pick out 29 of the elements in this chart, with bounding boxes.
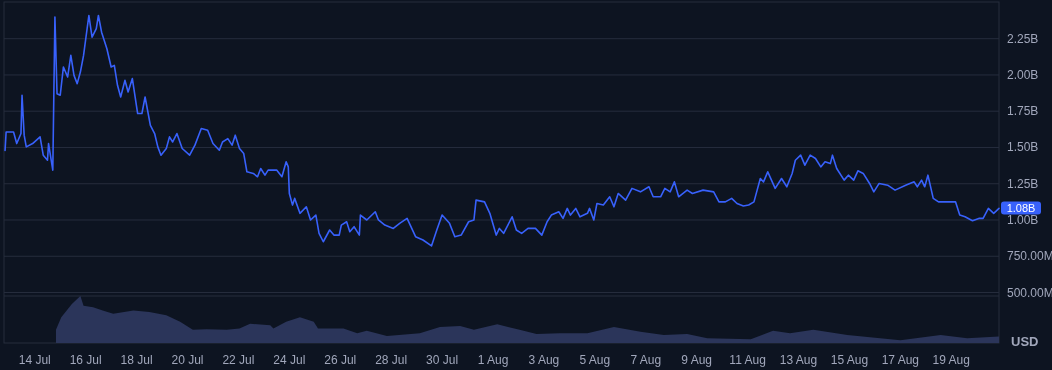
x-tick-label: 22 Jul <box>222 353 255 367</box>
x-tick-label: 9 Aug <box>681 353 713 367</box>
annotation: 1.08B <box>1006 201 1036 214</box>
x-tick-label: 5 Aug <box>579 353 611 367</box>
x-tick-label: 16 Jul <box>69 353 102 367</box>
x-tick-label: 26 Jul <box>324 353 357 367</box>
y-tick-label: 500.00M <box>1007 285 1052 300</box>
x-tick-label: 3 Aug <box>528 353 560 367</box>
x-tick-label: 30 Jul <box>426 353 459 367</box>
x-tick-label: 19 Aug <box>932 353 970 367</box>
x-tick-label: 1 Aug <box>477 353 509 367</box>
x-tick-label: 18 Jul <box>120 353 153 367</box>
x-tick-label: 11 Aug <box>729 353 766 367</box>
x-tick-label: 17 Aug <box>881 353 920 367</box>
y-tick-label: 1.50B <box>1007 140 1039 155</box>
y-tick-label: 2.25B <box>1007 31 1039 46</box>
y-axis-title: USD <box>1011 333 1039 349</box>
x-tick-label: 20 Jul <box>171 353 204 367</box>
x-tick-label: 14 Jul <box>18 353 51 367</box>
y-tick-label: 1.00B <box>1007 213 1039 227</box>
x-tick-label: 24 Jul <box>273 353 306 367</box>
y-tick-label: 1.75B <box>1007 104 1039 119</box>
x-tick-label: 13 Aug <box>779 353 818 367</box>
y-tick-label: 750.00M <box>1007 249 1052 264</box>
x-tick-label: 28 Jul <box>375 353 408 367</box>
x-tick-label: 15 Aug <box>830 353 869 367</box>
y-tick-label: 2.00B <box>1007 67 1039 82</box>
x-tick-label: 7 Aug <box>630 353 662 367</box>
y-tick-label: 1.25B <box>1007 176 1039 191</box>
